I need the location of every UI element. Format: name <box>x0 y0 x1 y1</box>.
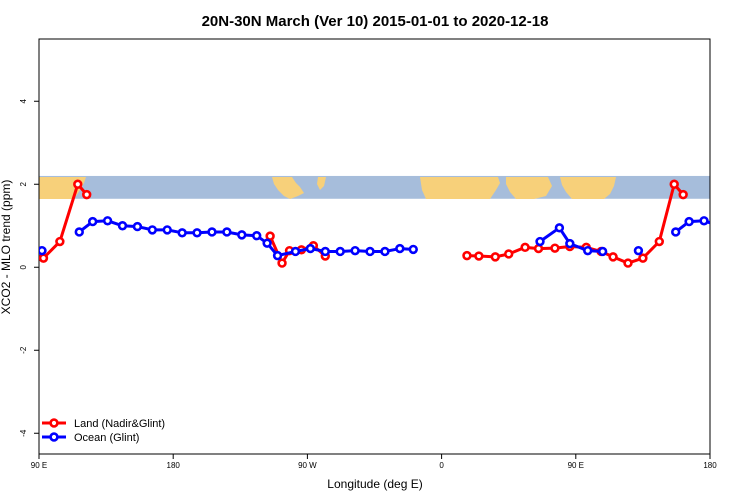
data-point <box>623 258 633 268</box>
data-point <box>365 246 375 257</box>
data-point <box>462 250 472 261</box>
data-point <box>633 245 644 256</box>
legend-label: Land (Nadir&Glint) <box>74 418 165 430</box>
data-point <box>222 227 232 237</box>
data-point <box>55 236 65 247</box>
data-point <box>265 231 275 241</box>
data-point <box>520 242 530 253</box>
legend-marker <box>49 432 59 442</box>
data-point <box>395 243 405 254</box>
x-tick-label: 180 <box>703 461 717 470</box>
y-tick-label: -4 <box>19 429 28 437</box>
map-land-north-america <box>272 177 304 199</box>
data-point <box>87 216 98 227</box>
data-point <box>207 227 217 237</box>
data-point <box>39 245 47 256</box>
data-point <box>74 227 84 237</box>
x-tick-label: 90 W <box>298 461 317 470</box>
data-point <box>583 245 593 256</box>
data-point <box>290 246 301 257</box>
y-tick-label: 0 <box>19 264 28 269</box>
map-land-india-china <box>560 177 616 199</box>
x-axis-title: Longitude (deg E) <box>327 477 422 491</box>
data-point <box>554 223 565 233</box>
data-point <box>669 179 679 189</box>
data-point <box>252 231 262 241</box>
data-point <box>408 244 418 255</box>
data-point <box>335 246 345 257</box>
data-point <box>474 251 484 261</box>
data-point <box>350 245 360 256</box>
series-ocean <box>39 216 710 261</box>
data-point <box>535 236 545 247</box>
data-point <box>638 253 648 263</box>
data-point <box>504 249 514 259</box>
axes: 90 E 180 90 W 0 90 E 180 -4 -2 0 2 4 <box>19 98 717 470</box>
data-point <box>490 252 500 262</box>
data-point <box>678 189 688 200</box>
data-point <box>671 227 681 237</box>
data-point <box>565 238 575 249</box>
map-land-africa <box>420 177 500 199</box>
data-point <box>272 250 283 261</box>
data-point <box>305 243 316 254</box>
world-map-band <box>39 175 710 199</box>
x-tick-label: 90 E <box>568 461 584 470</box>
chart-title: 20N-30N March (Ver 10) 2015-01-01 to 202… <box>202 13 549 30</box>
data-point <box>533 243 544 254</box>
x-tick-label: 0 <box>439 461 444 470</box>
data-point <box>237 230 247 240</box>
data-point <box>162 225 172 235</box>
legend: Land (Nadir&Glint) Ocean (Glint) <box>42 418 165 444</box>
series-line <box>42 181 88 260</box>
data-point <box>550 243 560 253</box>
data-point <box>132 221 143 232</box>
legend-label: Ocean (Glint) <box>74 432 139 444</box>
data-point <box>654 236 665 247</box>
data-point <box>684 216 694 227</box>
data-point <box>277 258 287 268</box>
data-point <box>262 238 272 248</box>
map-land-arabia <box>506 177 552 199</box>
data-point <box>320 246 330 257</box>
data-point <box>177 228 187 238</box>
data-point <box>82 189 92 200</box>
x-tick-label: 90 E <box>31 461 47 470</box>
data-point <box>192 228 202 238</box>
y-tick-label: -2 <box>19 346 28 354</box>
plot-frame <box>38 38 711 455</box>
data-point <box>147 225 158 235</box>
series-layer <box>39 179 710 268</box>
data-point <box>73 179 83 189</box>
y-axis-title: XCO2 - MLO trend (ppm) <box>0 180 13 315</box>
data-point <box>380 246 390 257</box>
data-point <box>597 246 608 257</box>
y-tick-label: 4 <box>19 98 28 103</box>
legend-marker <box>49 418 59 428</box>
y-tick-label: 2 <box>19 181 28 186</box>
data-point <box>102 216 113 226</box>
data-point <box>39 253 49 263</box>
map-land-florida <box>317 177 326 190</box>
data-point <box>117 221 128 231</box>
data-point <box>699 216 709 226</box>
x-tick-label: 180 <box>167 461 181 470</box>
data-point <box>608 252 618 262</box>
